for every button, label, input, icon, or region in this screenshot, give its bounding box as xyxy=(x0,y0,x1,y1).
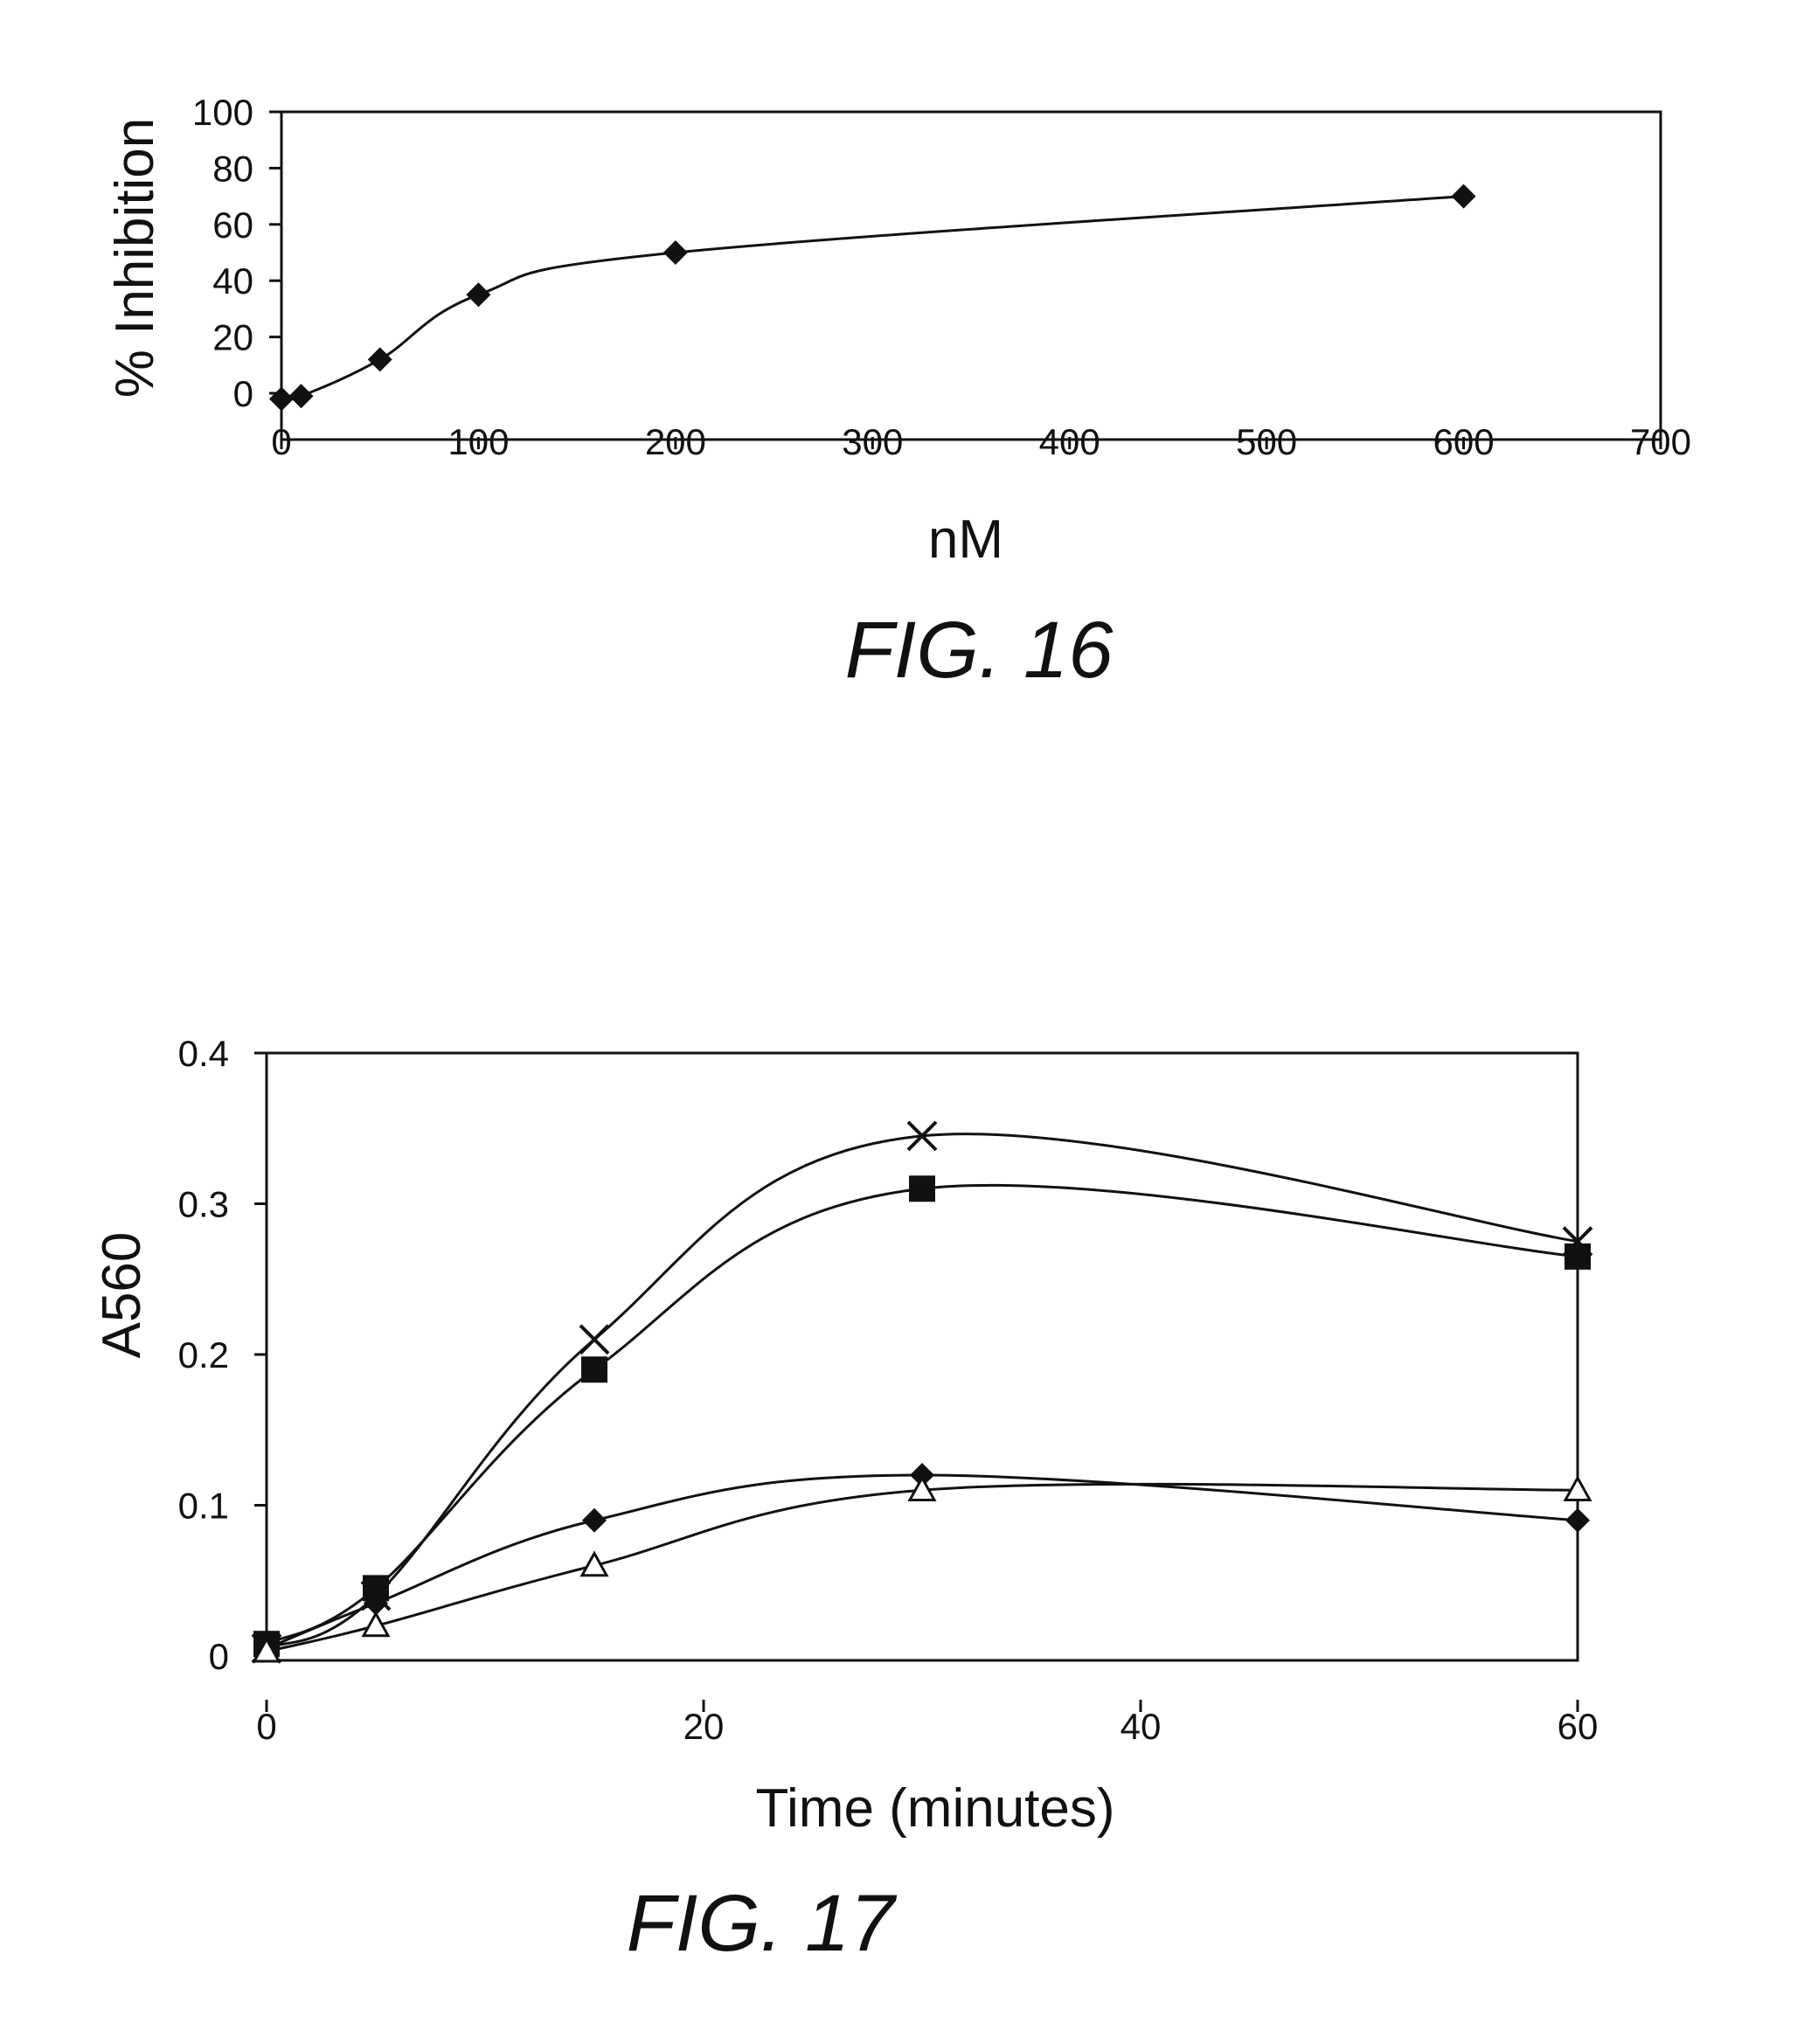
fig16-series-0-line xyxy=(281,197,1464,400)
fig16-series-0-point-3 xyxy=(466,282,490,307)
fig16-y-axis-title: % Inhibition xyxy=(105,118,165,398)
fig17-x-tick-label: 20 xyxy=(683,1706,725,1747)
fig16-caption: FIG. 16 xyxy=(845,606,1114,695)
fig16-y-tick-label: 0 xyxy=(233,373,253,414)
fig17-x-tick-label: 40 xyxy=(1121,1706,1162,1747)
fig17-y-tick-label: 0.2 xyxy=(178,1334,229,1375)
fig17-x-tick-label: 0 xyxy=(256,1706,276,1747)
fig17-y-tick-label: 0.4 xyxy=(178,1033,229,1074)
fig17-series-2-point-2 xyxy=(582,1508,607,1533)
fig17-y-tick-label: 0.1 xyxy=(178,1486,229,1527)
fig16-x-tick-label: 400 xyxy=(1039,421,1100,462)
fig16-y-tick-label: 100 xyxy=(192,92,253,133)
fig16-x-tick-label: 0 xyxy=(271,421,291,462)
fig17-y-tick-label: 0.3 xyxy=(178,1184,229,1225)
fig16-x-tick-label: 300 xyxy=(842,421,903,462)
fig17-series-0-line xyxy=(267,1134,1578,1649)
fig16-series-0-point-4 xyxy=(663,240,688,265)
fig17-series-2-point-4 xyxy=(1565,1508,1590,1533)
fig16-x-tick-label: 700 xyxy=(1630,421,1691,462)
fig17-series-1-point-4 xyxy=(1565,1244,1591,1270)
fig17-series-1-point-2 xyxy=(581,1356,607,1382)
fig16-x-axis-title: nM xyxy=(928,509,1003,570)
fig17-plot-frame xyxy=(267,1053,1578,1660)
fig17-y-tick-label: 0 xyxy=(209,1636,229,1677)
fig16-y-tick-label: 40 xyxy=(212,260,253,301)
fig16-series-0-point-2 xyxy=(368,347,392,371)
fig16-series-0-point-0 xyxy=(269,386,294,411)
fig17-series-1-point-3 xyxy=(909,1175,935,1202)
fig16-x-tick-label: 200 xyxy=(645,421,706,462)
fig16-series-0-point-1 xyxy=(289,384,314,408)
fig16-x-tick-label: 600 xyxy=(1433,421,1495,462)
fig17-caption: FIG. 17 xyxy=(627,1879,898,1968)
fig16-x-tick-label: 100 xyxy=(448,421,509,462)
fig16-plot-frame xyxy=(281,112,1661,440)
fig17-x-axis-title: Time (minutes) xyxy=(755,1778,1114,1839)
fig17-series-0-point-2 xyxy=(580,1326,608,1354)
fig16-y-tick-label: 20 xyxy=(212,317,253,358)
fig17-series-3-line xyxy=(267,1484,1578,1651)
fig16-x-tick-label: 500 xyxy=(1236,421,1297,462)
fig17-y-axis-title: A560 xyxy=(92,1232,152,1359)
fig17-series-1-line xyxy=(267,1185,1578,1644)
fig16-chart: % Inhibition nM 0 100 200 300 400 500 600 700 0 2… xyxy=(105,92,1691,570)
fig17-chart: A560 Time (minutes) 0 20 40 60 0 0.1 0.2 0.3 0.4 xyxy=(92,1033,1598,1839)
fig17-x-tick-label: 60 xyxy=(1558,1706,1599,1747)
fig16-y-tick-label: 60 xyxy=(212,204,253,246)
fig16-series-0-point-5 xyxy=(1452,184,1476,209)
fig16-y-tick-label: 80 xyxy=(212,148,253,189)
